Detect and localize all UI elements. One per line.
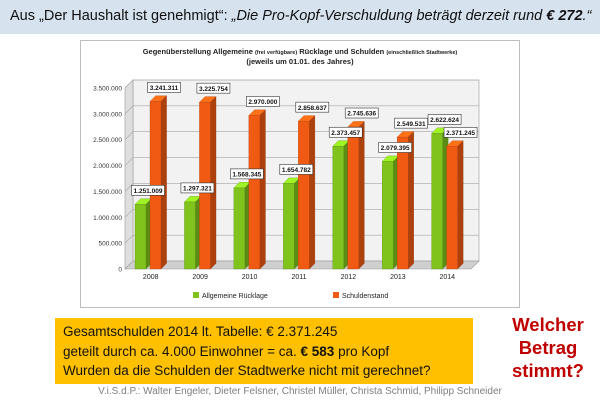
legend-swatch-debt	[333, 292, 339, 298]
reserve-data-label-box	[180, 182, 215, 194]
calc-line-per-capita: geteilt durch ca. 4.000 Einwohner = ca. …	[63, 343, 390, 359]
debt-data-label-box	[394, 117, 428, 129]
reserve-data-label: 2.622.624	[430, 117, 459, 124]
gridline	[124, 105, 479, 115]
headline-prefix: Aus „Der Haushalt ist genehmigt“:	[10, 8, 232, 24]
y-tick-label: 1.000.000	[93, 215, 122, 222]
reserve-bar	[431, 133, 443, 270]
reserve-bar	[332, 146, 344, 270]
reserve-data-label: 1.251.009	[134, 188, 163, 195]
debt-bar-side	[160, 95, 167, 270]
x-tick-label: 2013	[390, 274, 406, 281]
reserve-bar	[233, 187, 246, 270]
x-tick-label: 2010	[242, 274, 258, 281]
x-tick-label: 2012	[341, 274, 357, 281]
per-capita-amount: € 583	[300, 343, 335, 359]
debt-data-label-box	[246, 96, 280, 107]
debt-data-label: 3.225.754	[199, 86, 228, 93]
y-tick-label: 1.500.000	[93, 189, 122, 196]
chart-panel: Gegenüberstellung Allgemeine (frei verfü…	[80, 40, 520, 308]
legend-swatch-reserve	[193, 292, 199, 298]
calculation-box: Gesamtschulden 2014 lt. Tabelle: € 2.371…	[55, 318, 473, 384]
y-tick-label: 500.000	[99, 241, 123, 248]
y-tick-label: 2.000.000	[93, 163, 122, 170]
reserve-data-label: 2.079.395	[381, 145, 410, 152]
headline-amount: € 272	[546, 8, 583, 24]
x-tick-label: 2014	[439, 274, 455, 281]
headline-quote: „Die Pro-Kopf-Verschuldung beträgt derze…	[231, 8, 547, 24]
debt-bar	[396, 137, 409, 270]
reserve-data-label-box	[427, 114, 462, 125]
y-tick-label: 0	[118, 267, 122, 274]
debt-data-label: 3.241.311	[150, 85, 179, 92]
chart-title-line1: Gegenüberstellung Allgemeine (frei verfü…	[143, 47, 458, 56]
debt-data-label-box	[196, 82, 231, 94]
debt-bar	[347, 126, 359, 270]
reserve-data-label-box	[378, 142, 412, 153]
headline-end: .“	[582, 8, 592, 24]
debt-bar	[248, 115, 261, 270]
y-tick-label: 3.000.000	[93, 111, 122, 118]
bar-chart: Gegenüberstellung Allgemeine (frei verfü…	[93, 47, 480, 300]
debt-bar	[298, 121, 310, 270]
reserve-bar	[381, 161, 394, 270]
reserve-bar	[134, 204, 147, 270]
question-line-2: Betrag	[518, 337, 578, 358]
chart-title-line2: (jeweils um 01.01. des Jahres)	[246, 57, 354, 66]
headline-bar: Aus „Der Haushalt ist genehmigt“: „Die P…	[0, 0, 600, 34]
debt-data-label: 2.858.637	[298, 105, 327, 112]
reserve-bar	[283, 183, 295, 270]
debt-data-label: 2.745.636	[347, 111, 376, 118]
debt-data-label: 2.549.531	[397, 121, 426, 128]
footer-credits: V.i.S.d.P.: Walter Engeler, Dieter Felsn…	[98, 386, 502, 397]
reserve-bar	[184, 201, 196, 270]
question-callout: Welcher Betrag stimmt?	[500, 313, 596, 382]
reserve-data-label-box	[131, 185, 165, 196]
legend-label-reserve: Allgemeine Rücklage	[202, 293, 268, 300]
debt-data-label-box	[344, 107, 379, 119]
y-tick-label: 2.500.000	[93, 137, 122, 144]
chart-side-wall	[124, 79, 134, 270]
debt-bar-side	[309, 115, 316, 270]
x-tick-label: 2009	[192, 274, 208, 281]
y-tick-label: 3.500.000	[93, 86, 122, 93]
legend-label-debt: Schuldenstand	[342, 293, 388, 300]
reserve-data-label-box	[328, 126, 363, 138]
debt-data-label-box	[295, 101, 330, 113]
debt-data-label: 2.371.245	[446, 130, 475, 137]
reserve-data-label: 1.568.345	[232, 171, 261, 178]
debt-data-label-box	[147, 82, 181, 93]
debt-bar-side	[358, 121, 365, 270]
calc-line-question: Wurden da die Schulden der Stadtwerke ni…	[63, 363, 431, 378]
reserve-data-label: 1.654.782	[282, 167, 311, 174]
reserve-data-label-box	[230, 168, 264, 180]
gridline	[124, 79, 479, 89]
debt-bar-side	[457, 140, 464, 270]
x-tick-label: 2011	[291, 274, 306, 281]
debt-bar-side	[259, 109, 266, 270]
reserve-data-label-box	[279, 164, 314, 175]
reserve-data-label: 1.297.321	[183, 186, 212, 193]
calc-line-total: Gesamtschulden 2014 lt. Tabelle: € 2.371…	[63, 324, 338, 339]
reserve-data-label: 2.373.457	[331, 130, 360, 137]
x-tick-label: 2008	[143, 274, 159, 281]
question-line-1: Welcher	[512, 314, 584, 335]
debt-data-label-box	[443, 127, 478, 138]
debt-bar	[446, 146, 458, 270]
question-line-3: stimmt?	[512, 360, 584, 381]
debt-data-label: 2.970.000	[248, 99, 277, 106]
